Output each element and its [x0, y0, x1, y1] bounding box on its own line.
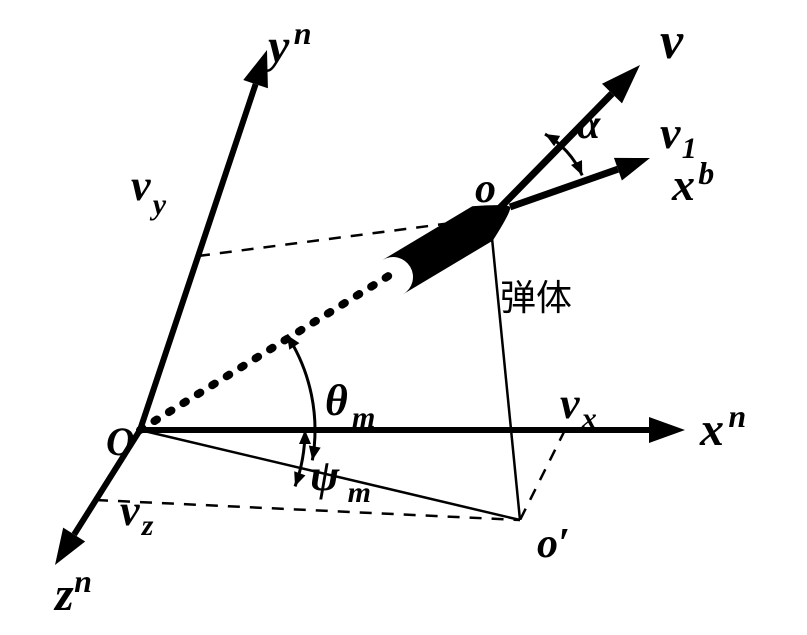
axis-yn [140, 50, 268, 430]
label-yn: yn [263, 15, 312, 73]
label-vz: vz [120, 486, 154, 542]
label-v: v [660, 13, 684, 70]
label-o-prime: o′ [537, 521, 570, 567]
label-vy: vy [131, 161, 167, 221]
label-xb: xb [671, 155, 714, 210]
label-zn: zn [53, 563, 92, 621]
label-O: O [106, 419, 135, 464]
label-alpha: α [577, 102, 601, 148]
label-theta-m: θm [325, 376, 375, 434]
axis-xn [140, 417, 685, 443]
label-v1: v1 [660, 107, 697, 165]
vector-v [490, 65, 640, 218]
label-psi-m: ψm [310, 451, 371, 509]
label-o-body: o [475, 166, 496, 212]
label-xn: xn [699, 398, 746, 456]
label-projectile-cjk: 弹体 [500, 278, 572, 318]
projectile-body [383, 205, 510, 294]
label-vx: vx [560, 379, 597, 435]
